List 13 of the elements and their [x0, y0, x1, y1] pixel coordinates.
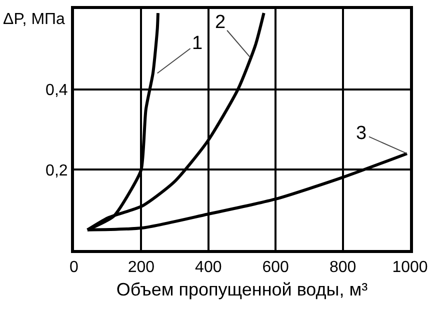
annotation: 1 [192, 33, 203, 54]
annotation: 3 [356, 123, 367, 144]
x-tick-label: 400 [195, 259, 222, 276]
y-tick-label: 0,4 [46, 82, 68, 99]
annotation: 2 [215, 12, 226, 33]
x-tick-label: 200 [128, 259, 155, 276]
x-tick-label: 600 [262, 259, 290, 276]
y-tick-label: 0,2 [46, 162, 68, 180]
y-axis-title: ΔP, МПа [3, 11, 66, 28]
x-tick-label: 1000 [392, 259, 428, 276]
x-axis-title: Объем пропущенной воды, м³ [116, 279, 368, 300]
x-tick-label: 800 [329, 259, 356, 276]
x-tick-label: 0 [70, 259, 79, 276]
